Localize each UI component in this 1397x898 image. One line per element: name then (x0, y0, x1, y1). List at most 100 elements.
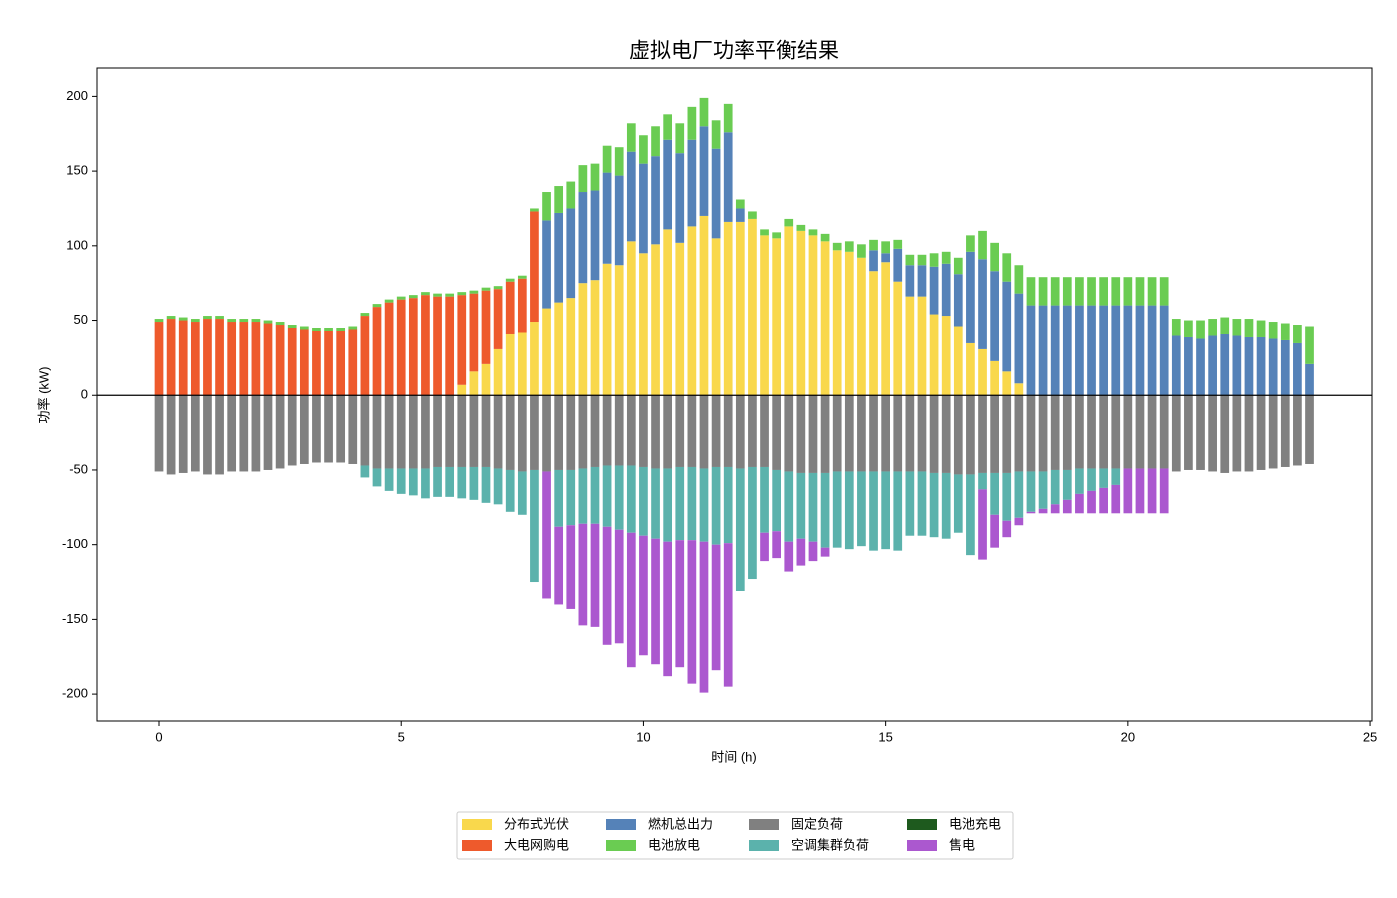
bar (1147, 277, 1157, 306)
bar (808, 472, 818, 542)
bar (929, 395, 939, 473)
bar (1280, 395, 1290, 467)
bar (348, 395, 358, 464)
bar (408, 295, 418, 299)
bar (1147, 468, 1157, 514)
bar (421, 292, 430, 296)
bar (1123, 468, 1133, 514)
bar (614, 395, 624, 466)
bar (626, 465, 636, 533)
bar (542, 192, 551, 221)
bar (832, 471, 842, 548)
bar (869, 250, 878, 272)
bar (1099, 305, 1108, 396)
bar (154, 322, 164, 396)
bar (651, 126, 660, 157)
bar (1293, 342, 1302, 396)
bar (1171, 335, 1181, 396)
bar (481, 363, 491, 396)
bar (1208, 395, 1217, 472)
bar (166, 395, 176, 475)
legend-label: 电池充电 (949, 816, 1001, 831)
bar (275, 322, 285, 326)
bar (857, 257, 866, 396)
bar (1026, 471, 1036, 512)
bar (966, 395, 975, 475)
bar (1232, 319, 1242, 336)
bar (1062, 305, 1072, 396)
bar (651, 538, 660, 665)
bar (203, 395, 212, 475)
bar (348, 329, 358, 396)
bar (554, 186, 564, 213)
bar (808, 541, 818, 562)
bar (881, 471, 890, 550)
bar (312, 395, 321, 463)
bar (966, 342, 975, 396)
bar (166, 316, 176, 320)
bar (1256, 336, 1266, 396)
bar (590, 190, 600, 281)
bar (760, 235, 769, 396)
legend-swatch (462, 819, 492, 830)
bar (396, 468, 406, 494)
bar (699, 97, 709, 127)
bar (469, 293, 479, 372)
bar (917, 265, 927, 297)
bar (748, 466, 757, 580)
bar (517, 332, 527, 396)
bar (275, 325, 285, 396)
bar (1075, 468, 1084, 494)
bar (626, 151, 636, 242)
bar (408, 468, 418, 496)
bar (384, 302, 394, 396)
bar (699, 126, 709, 216)
bar (530, 211, 539, 323)
bar (735, 199, 745, 209)
bar (1220, 317, 1230, 334)
bar (154, 395, 164, 472)
bar (820, 395, 830, 473)
bar (203, 316, 212, 320)
bar (215, 395, 224, 475)
bar (1014, 471, 1024, 518)
bar (735, 468, 745, 591)
bar (929, 472, 939, 538)
bar (1087, 305, 1096, 396)
bar (1002, 520, 1012, 538)
bar (941, 395, 951, 473)
bar (1208, 319, 1217, 336)
bar (1038, 471, 1048, 509)
bar (433, 466, 442, 497)
bar (542, 471, 551, 599)
bar (1305, 326, 1314, 364)
bar (324, 395, 333, 463)
bar (784, 226, 794, 396)
bar (978, 348, 987, 396)
bar (1232, 395, 1242, 472)
bar (917, 254, 927, 266)
bar (990, 271, 999, 361)
bar (1038, 305, 1048, 396)
bar (966, 235, 975, 252)
bar (457, 295, 467, 385)
bar (1135, 395, 1145, 469)
bar (905, 265, 915, 297)
bar (893, 281, 903, 396)
bar (639, 535, 648, 656)
bar (711, 466, 721, 545)
bar (1159, 277, 1169, 306)
bar (881, 241, 890, 254)
bar (554, 395, 564, 470)
legend-label: 固定负荷 (791, 816, 843, 831)
bar (1111, 305, 1121, 396)
bar (1196, 395, 1205, 470)
bar (530, 322, 539, 396)
bar (723, 221, 733, 396)
bar (953, 395, 963, 475)
bar (336, 328, 346, 331)
bar (1050, 469, 1060, 505)
bar (881, 395, 890, 472)
bar (651, 244, 660, 396)
